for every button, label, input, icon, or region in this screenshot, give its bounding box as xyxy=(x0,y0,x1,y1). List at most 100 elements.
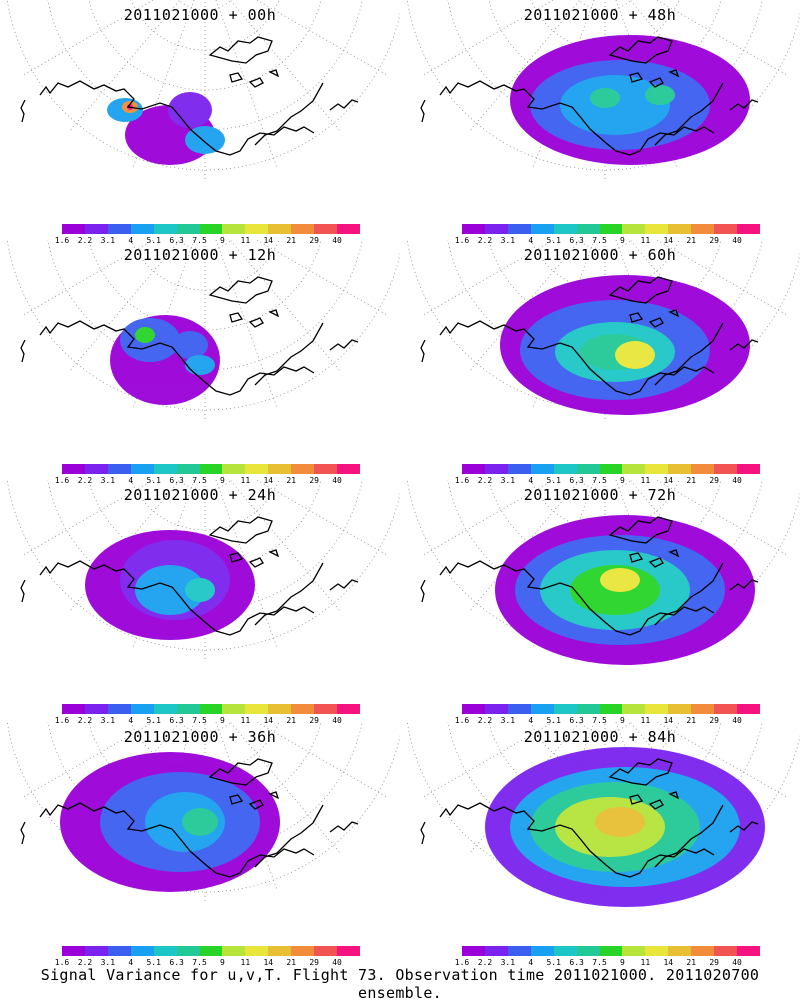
colorbar-tick-label: 29 xyxy=(309,476,319,485)
variance-field xyxy=(107,92,225,165)
colorbar-tick-label: 4 xyxy=(528,476,534,485)
colorbar-tick-label: 9 xyxy=(220,958,225,967)
variance-field xyxy=(110,315,220,405)
colorbar-swatch xyxy=(553,704,577,714)
colorbar-swatch xyxy=(530,946,554,956)
colorbar-tick-label: 21 xyxy=(686,236,697,245)
colorbar-swatch xyxy=(130,464,154,474)
colorbar-tick-label: 40 xyxy=(332,236,342,245)
colorbar xyxy=(462,224,760,234)
colorbar-swatch xyxy=(268,464,292,474)
colorbar-tick-label: 40 xyxy=(732,958,742,967)
colorbar-labels: 1.6 2.2 3.1 4 5.1 6.3 7.5 9 11 14 21 29 40 xyxy=(55,716,360,726)
colorbar-tick-label: 4 xyxy=(128,958,134,967)
colorbar-tick-label: 21 xyxy=(286,476,297,485)
colorbar-swatch xyxy=(507,704,531,714)
colorbar-tick-label: 5.1 xyxy=(146,236,161,245)
colorbar-swatch xyxy=(291,946,315,956)
variance-field xyxy=(485,747,765,907)
colorbar-tick-label: 7.5 xyxy=(592,716,607,725)
colorbar-swatch xyxy=(291,224,315,234)
polar-map xyxy=(6,722,400,902)
colorbar-tick-label: 6.3 xyxy=(569,716,584,725)
colorbar-tick-label: 3.1 xyxy=(100,716,116,725)
polar-map xyxy=(406,722,800,907)
colorbar-swatch xyxy=(337,224,360,234)
panel-title: 2011021000 + 60h xyxy=(523,246,677,264)
colorbar-tick-label: 7.5 xyxy=(592,236,607,245)
colorbar-swatch xyxy=(668,464,692,474)
colorbar-tick-label: 1.6 xyxy=(454,958,470,967)
forecast-panel: 2011021000 + 60h 1.6 2.2 3.1 4 5.1 6.3 7.5 9 11 14… xyxy=(400,240,800,485)
colorbar xyxy=(62,704,360,714)
panel-title: 2011021000 + 36h xyxy=(123,728,277,746)
colorbar-tick-label: 21 xyxy=(286,236,297,245)
colorbar-swatch xyxy=(176,464,200,474)
forecast-panel: 2011021000 + 72h 1.6 2.2 3.1 4 5.1 6.3 7.5 9 11 14… xyxy=(400,480,800,725)
colorbar-swatch xyxy=(268,704,292,714)
colorbar-tick-label: 1.6 xyxy=(454,476,470,485)
polar-map xyxy=(6,480,400,660)
colorbar-swatch xyxy=(462,224,485,234)
colorbar-swatch xyxy=(291,704,315,714)
colorbar-swatch xyxy=(462,704,485,714)
coastline xyxy=(20,516,359,636)
forecast-panel: 2011021000 + 48h 1.6 2.2 3.1 4 5.1 6.3 7.5 9 11 14… xyxy=(400,0,800,245)
colorbar-tick-label: 7.5 xyxy=(592,476,607,485)
colorbar-swatch xyxy=(714,464,738,474)
coastline xyxy=(420,276,759,396)
colorbar-tick-label: 7.5 xyxy=(592,958,607,967)
colorbar-swatch xyxy=(691,704,715,714)
colorbar-tick-label: 21 xyxy=(686,476,697,485)
colorbar-tick-label: 1.6 xyxy=(54,958,70,967)
colorbar-tick-label: 9 xyxy=(220,476,225,485)
colorbar-swatch xyxy=(530,224,554,234)
forecast-panel: 2011021000 + 00h 1.6 2.2 3.1 4 5.1 6.3 7.5 9 11 14… xyxy=(0,0,400,245)
colorbar-swatch xyxy=(462,464,485,474)
colorbar-swatch xyxy=(553,224,577,234)
colorbar-swatch xyxy=(462,946,485,956)
colorbar-tick-label: 14 xyxy=(263,476,274,485)
colorbar-tick-label: 1.6 xyxy=(54,476,70,485)
colorbar-tick-label: 2.2 xyxy=(477,476,493,485)
colorbar-swatch xyxy=(737,224,760,234)
variance-contour xyxy=(182,808,218,836)
panel-title: 2011021000 + 24h xyxy=(123,486,277,504)
colorbar-swatch xyxy=(622,946,646,956)
colorbar-swatch xyxy=(199,464,223,474)
colorbar-tick-label: 21 xyxy=(686,716,697,725)
coastline xyxy=(420,758,759,878)
colorbar-swatch xyxy=(530,704,554,714)
colorbar-swatch xyxy=(84,704,108,714)
colorbar-tick-label: 9 xyxy=(220,236,225,245)
colorbar-tick-label: 6.3 xyxy=(169,958,184,967)
colorbar-tick-label: 11 xyxy=(640,716,651,725)
colorbar-swatch xyxy=(107,464,131,474)
colorbar-tick-label: 11 xyxy=(640,958,651,967)
colorbar-tick-label: 2.2 xyxy=(77,236,93,245)
variance-contour xyxy=(615,341,655,369)
colorbar-swatch xyxy=(691,224,715,234)
colorbar-tick-label: 5.1 xyxy=(546,716,561,725)
colorbar-tick-label: 3.1 xyxy=(500,476,516,485)
colorbar xyxy=(462,464,760,474)
colorbar-swatch xyxy=(530,464,554,474)
colorbar-swatch xyxy=(599,224,623,234)
variance-contour xyxy=(600,568,640,592)
colorbar-tick-label: 2.2 xyxy=(477,716,493,725)
colorbar-swatch xyxy=(576,704,600,714)
colorbar-labels: 1.6 2.2 3.1 4 5.1 6.3 7.5 9 11 14 21 29 40 xyxy=(55,236,360,246)
colorbar-tick-label: 29 xyxy=(309,716,319,725)
colorbar-tick-label: 5.1 xyxy=(546,476,561,485)
colorbar xyxy=(62,464,360,474)
colorbar-swatch xyxy=(107,224,131,234)
variance-contour xyxy=(135,565,205,615)
colorbar-swatch xyxy=(153,946,177,956)
colorbar-tick-label: 40 xyxy=(732,476,742,485)
colorbar-swatch xyxy=(553,464,577,474)
colorbar-swatch xyxy=(645,224,669,234)
colorbar-tick-label: 1.6 xyxy=(54,716,70,725)
colorbar-swatch xyxy=(62,704,85,714)
colorbar-swatch xyxy=(337,464,360,474)
polar-map xyxy=(406,240,800,420)
